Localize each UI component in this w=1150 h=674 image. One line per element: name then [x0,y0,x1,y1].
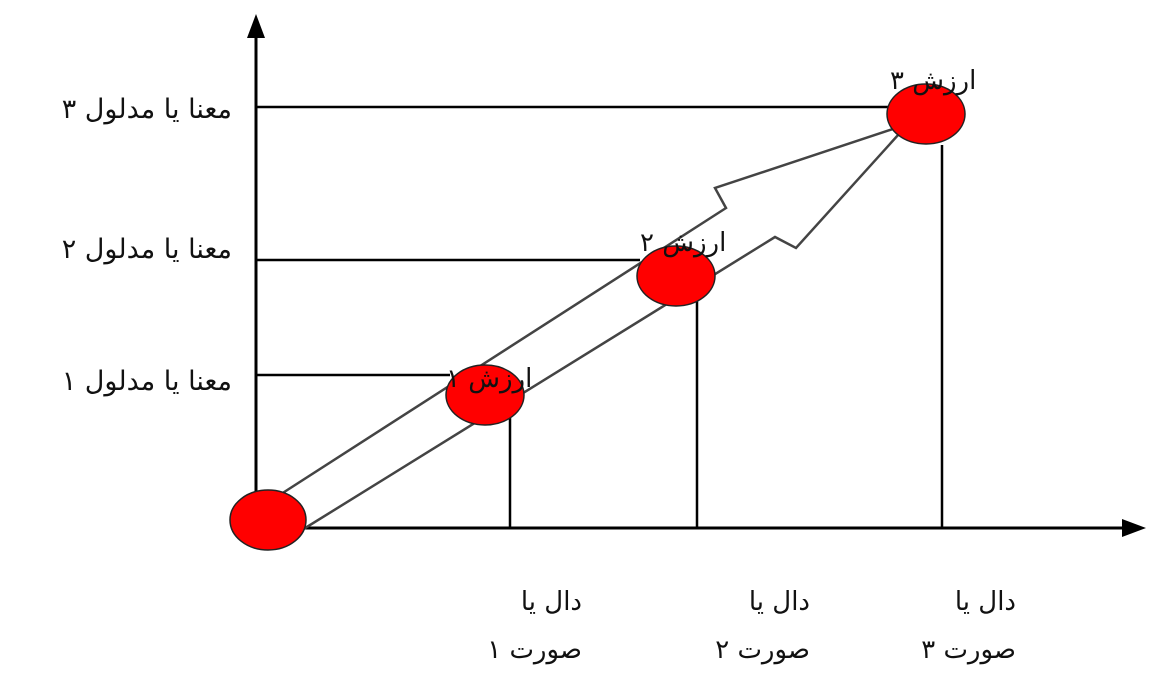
x-axis-arrowhead [1122,519,1146,537]
y-label-meaning-1: معنا یا مدلول ۱ [61,366,232,397]
x-label-signifier-2: دال یا صورت ۲ [715,578,810,674]
y-label-meaning-3: معنا یا مدلول ۳ [61,94,232,125]
x-label-1-line1: دال یا [520,587,582,617]
node-label-value-3: ارزش ۳ [890,66,977,96]
y-label-meaning-2: معنا یا مدلول ۲ [61,234,232,265]
x-label-1-line2: صورت ۱ [487,635,582,665]
value-node-1 [445,364,525,426]
x-label-3-line1: دال یا [954,587,1016,617]
node-label-value-1: ارزش ۱ [446,364,533,394]
growth-arrow [261,121,913,532]
origin-node [229,489,307,551]
x-label-3-line2: صورت ۳ [921,635,1016,665]
x-label-signifier-1: دال یا صورت ۱ [487,578,582,674]
y-axis-arrowhead [247,14,265,38]
value-node-2 [636,245,716,307]
value-node-3 [886,83,966,145]
x-label-2-line2: صورت ۲ [715,635,810,665]
x-label-signifier-3: دال یا صورت ۳ [921,578,1016,674]
x-label-2-line1: دال یا [748,587,810,617]
node-label-value-2: ارزش ۲ [640,228,727,258]
